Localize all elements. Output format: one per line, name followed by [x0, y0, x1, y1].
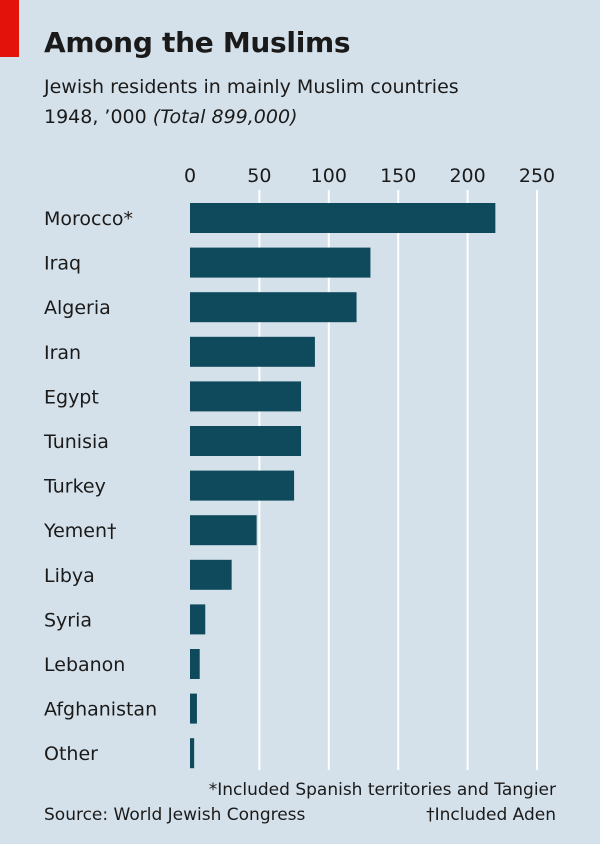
category-label: Turkey	[43, 476, 106, 498]
bar	[190, 292, 357, 323]
bar	[190, 559, 232, 590]
bar	[190, 649, 200, 679]
x-tick-label: 0	[184, 165, 196, 187]
category-label: Yemen†	[43, 520, 117, 542]
category-label: Algeria	[44, 297, 111, 319]
category-label: Tunisia	[43, 431, 109, 453]
category-label: Libya	[44, 565, 95, 587]
category-label: Iraq	[44, 253, 81, 275]
category-label: Iran	[44, 342, 81, 364]
bar	[190, 604, 206, 635]
bars	[190, 203, 496, 769]
category-label: Syria	[44, 609, 92, 631]
bar	[190, 426, 302, 456]
subtitle-line-2: 1948, ’000 (Total 899,000)	[44, 102, 459, 132]
bar	[190, 470, 295, 501]
x-tick-label: 100	[311, 165, 347, 187]
x-tick-label: 150	[380, 165, 416, 187]
subtitle-total: (Total 899,000)	[152, 106, 298, 128]
x-tick-label: 50	[247, 165, 271, 187]
category-label: Morocco*	[44, 208, 133, 230]
bar	[190, 203, 496, 233]
axis-ticks: 0 50 100 150 200 250	[184, 165, 555, 187]
category-label: Lebanon	[44, 654, 125, 676]
x-tick-label: 200	[449, 165, 485, 187]
bar	[190, 693, 197, 724]
source-note: Source: World Jewish Congress	[44, 805, 306, 825]
category-labels: Morocco* Iraq Algeria Iran Egypt Tunisia Turke…	[43, 208, 157, 765]
category-label: Egypt	[44, 386, 99, 408]
brand-tag	[0, 0, 19, 57]
footnote-spanish-territories: *Included Spanish territories and Tangie…	[208, 780, 556, 800]
bar	[190, 247, 371, 278]
subtitle-line-1: Jewish residents in mainly Muslim countr…	[44, 76, 459, 98]
category-label: Afghanistan	[44, 699, 157, 721]
bar	[190, 515, 257, 546]
category-label: Other	[44, 743, 98, 765]
chart-title: Among the Muslims	[44, 26, 351, 59]
bar	[190, 381, 302, 412]
bar	[190, 738, 195, 769]
footnote-aden: †Included Aden	[426, 805, 556, 825]
bar	[190, 336, 315, 367]
subtitle-unit: 1948, ’000	[44, 106, 147, 128]
chart-subtitle: Jewish residents in mainly Muslim countr…	[44, 72, 459, 132]
x-tick-label: 250	[519, 165, 555, 187]
